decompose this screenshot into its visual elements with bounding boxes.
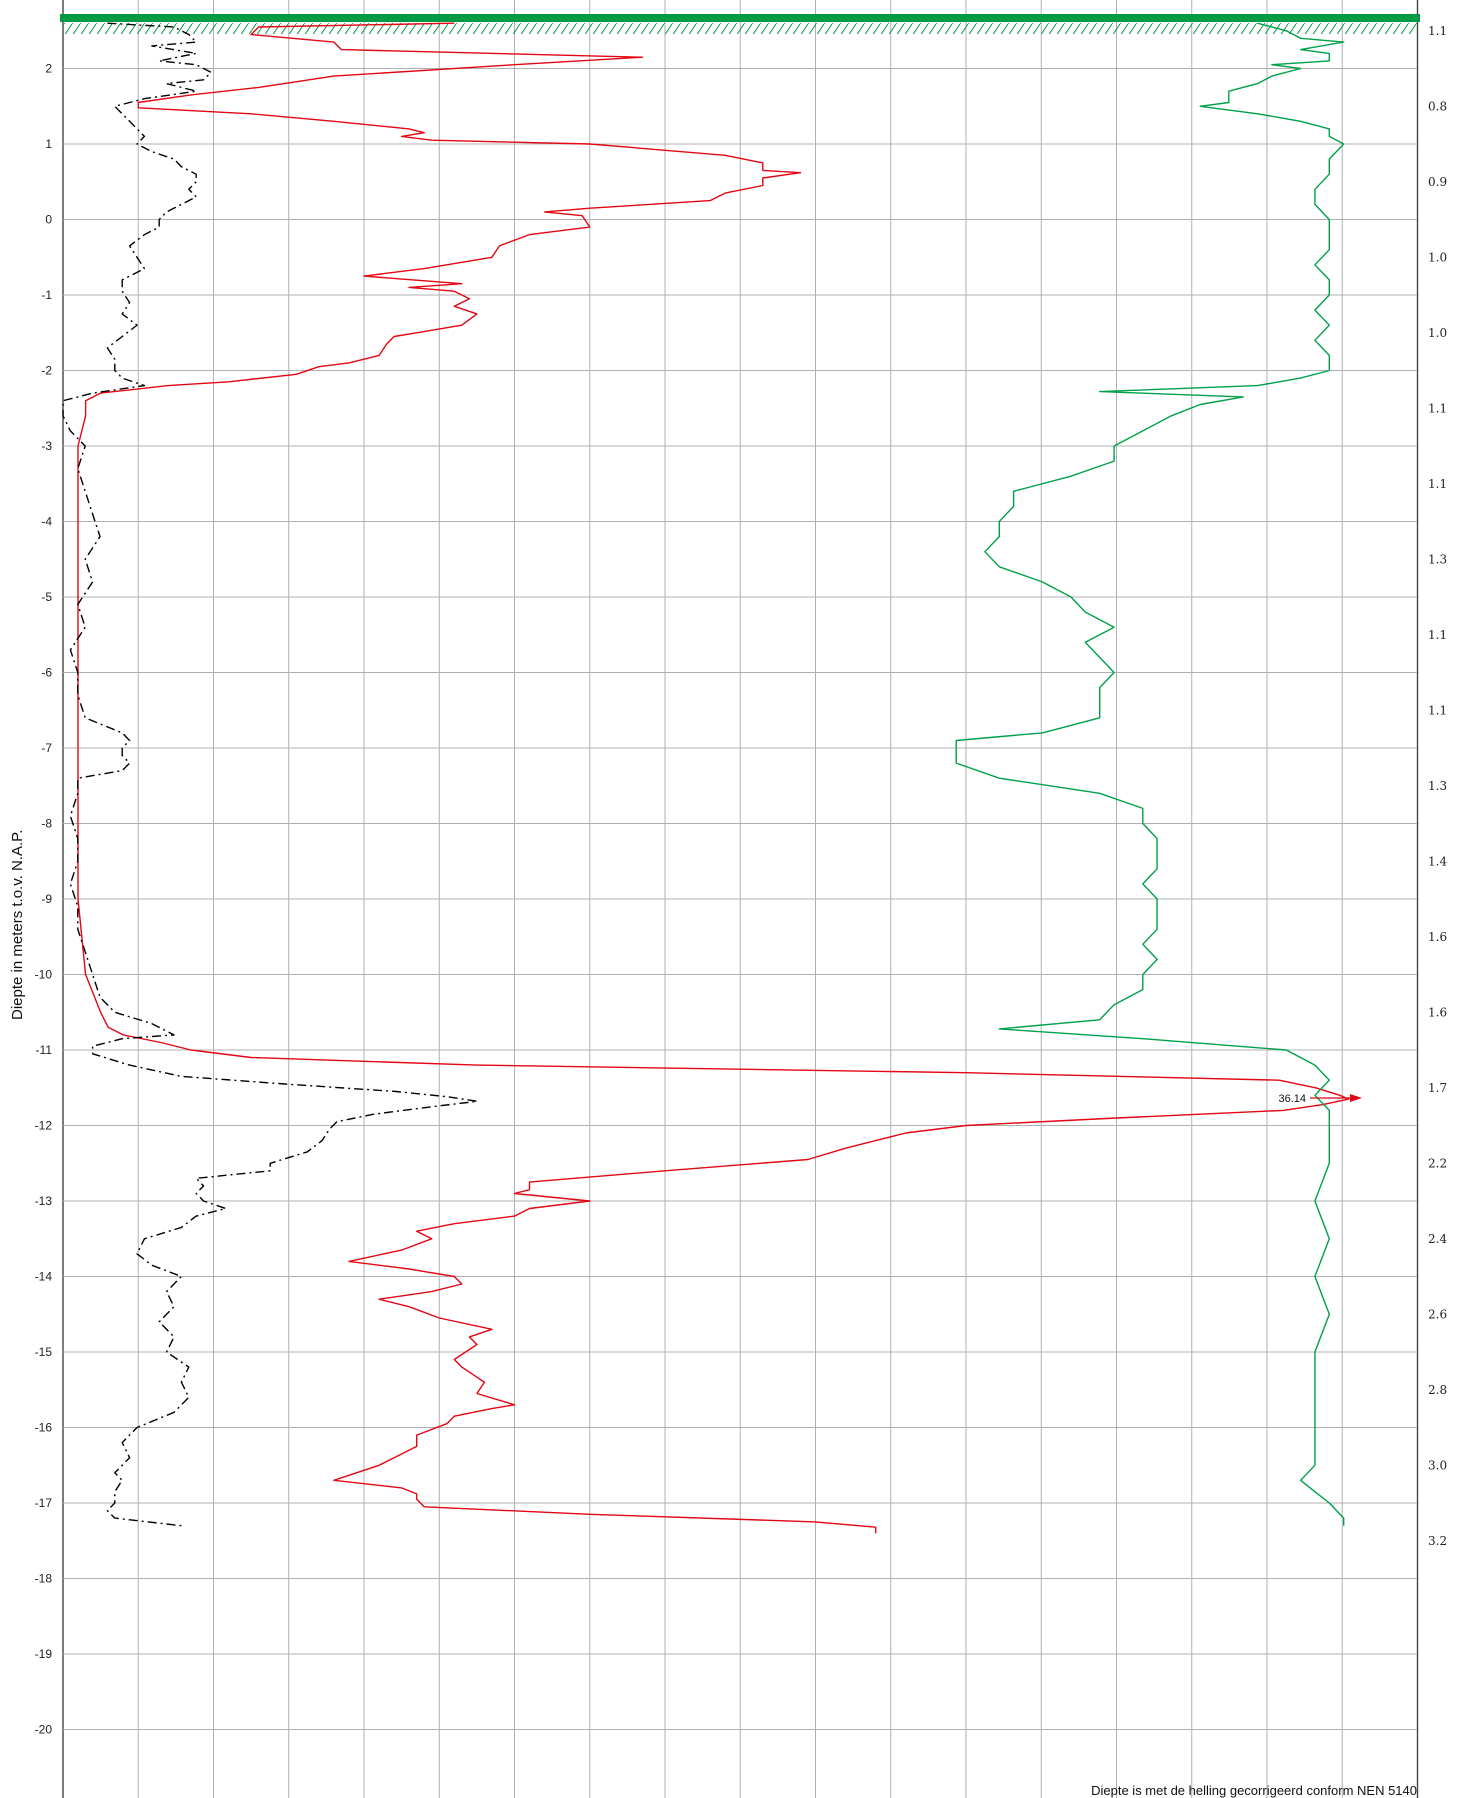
y-tick-label: -11 xyxy=(36,1043,53,1057)
y-tick-label: -2 xyxy=(41,364,52,378)
right-axis-label: 1.1 xyxy=(1428,477,1447,491)
grid xyxy=(62,0,1419,1798)
surface-hatch xyxy=(63,23,1417,34)
right-axis-label: 1.0 xyxy=(1428,326,1447,340)
right-axis-label: 1.3 xyxy=(1428,552,1447,566)
right-axis-label: 1.7 xyxy=(1428,1081,1447,1095)
y-tick-label: -17 xyxy=(35,1496,53,1510)
y-axis-label: Diepte in meters t.o.v. N.A.P. xyxy=(9,830,26,1020)
chart-series xyxy=(62,22,1350,1534)
right-axis-label: 3.0 xyxy=(1428,1458,1447,1472)
right-axis-label: 0.8 xyxy=(1428,99,1447,113)
right-axis-label: 1.0 xyxy=(1428,250,1447,264)
series-friction-ratio xyxy=(955,22,1345,1526)
y-tick-label: -12 xyxy=(35,1119,53,1133)
right-axis-label: 3.2 xyxy=(1428,1534,1447,1548)
right-axis-label: 2.6 xyxy=(1428,1307,1447,1321)
y-tick-label: -15 xyxy=(35,1345,53,1359)
y-tick-label: -4 xyxy=(41,515,52,529)
right-axis-label: 1.6 xyxy=(1428,1005,1447,1019)
peak-value-label: 36.14 xyxy=(1278,1093,1306,1105)
y-tick-label: 1 xyxy=(45,137,52,151)
series-local-friction xyxy=(62,22,479,1527)
y-tick-label: -14 xyxy=(35,1270,53,1284)
peak-arrowhead xyxy=(1350,1094,1362,1102)
right-axis-label: 2.8 xyxy=(1428,1383,1447,1397)
surface-level-line xyxy=(60,14,1420,22)
y-tick-label: -7 xyxy=(41,741,52,755)
y-tick-label: -20 xyxy=(35,1723,53,1737)
right-axis-label: 1.3 xyxy=(1428,779,1447,793)
right-axis-label: 1.1 xyxy=(1428,628,1447,642)
y-tick-label: -1 xyxy=(41,288,52,302)
y-tick-label: -9 xyxy=(41,892,52,906)
y-tick-label: -19 xyxy=(35,1647,53,1661)
right-axis-label: 1.1 xyxy=(1428,24,1447,38)
right-axis-label: 1.1 xyxy=(1428,401,1447,415)
peak-annotation: 36.14 xyxy=(1278,1093,1362,1105)
right-axis-label: 1.1 xyxy=(1428,703,1447,717)
right-axis-label: 2.4 xyxy=(1428,1232,1447,1246)
right-axis-label: 0.9 xyxy=(1428,175,1447,189)
y-tick-label: -13 xyxy=(35,1194,53,1208)
y-tick-label: -6 xyxy=(41,666,52,680)
y-tick-label: -5 xyxy=(41,590,52,604)
y-tick-label: -18 xyxy=(35,1572,53,1586)
y-axis-ticks: 3210-1-2-3-4-5-6-7-8-9-10-11-12-13-14-15… xyxy=(35,62,53,1737)
y-tick-label: -8 xyxy=(41,817,52,831)
y-tick-label: -3 xyxy=(41,439,52,453)
right-axis-labels: 1.1 0.8 0.9 1.0 1.0 1.1 1.1 1.3 1.1 1.1 1.3 1.4 1.6 1… xyxy=(1428,24,1447,1548)
series-cone-resistance xyxy=(77,22,1350,1534)
right-axis-label: 1.4 xyxy=(1428,854,1447,868)
right-axis-label: 1.6 xyxy=(1428,930,1447,944)
y-tick-label: -16 xyxy=(35,1421,53,1435)
right-axis-label: 2.2 xyxy=(1428,1156,1447,1170)
y-tick-label: 0 xyxy=(45,213,52,227)
y-tick-label: -10 xyxy=(35,968,53,982)
y-tick-label: 2 xyxy=(45,62,52,76)
footnote: Diepte is met de helling gecorrigeerd co… xyxy=(1091,1783,1417,1798)
